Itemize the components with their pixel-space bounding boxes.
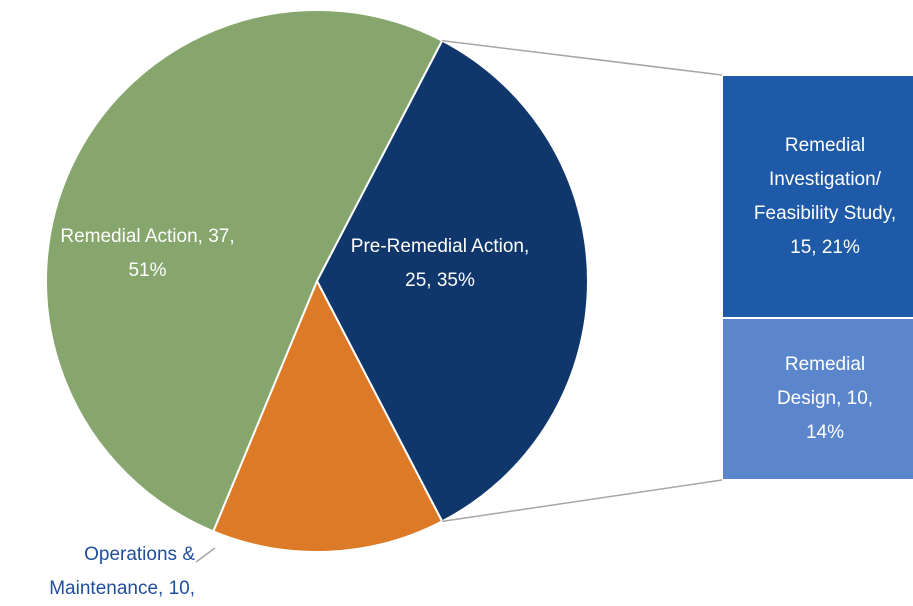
slice-label: Remedial Action, 37, 51%	[60, 226, 235, 281]
bar-label: Remedial Investigation/ Feasibility Stud…	[753, 134, 897, 258]
bar-segment	[721, 317, 913, 481]
slice-label: Pre-Remedial Action, 25, 35%	[350, 236, 530, 291]
connector-line	[442, 479, 723, 523]
pie-slice	[211, 278, 444, 553]
connector-line	[442, 39, 723, 76]
bar-segment	[721, 74, 913, 319]
leader-line	[195, 547, 216, 563]
slice-label: Operations & Maintenance, 10,	[49, 544, 195, 599]
pie-slice	[45, 9, 444, 533]
pie-slice	[315, 39, 589, 523]
bar-label: Remedial Design, 10, 14%	[776, 354, 874, 443]
